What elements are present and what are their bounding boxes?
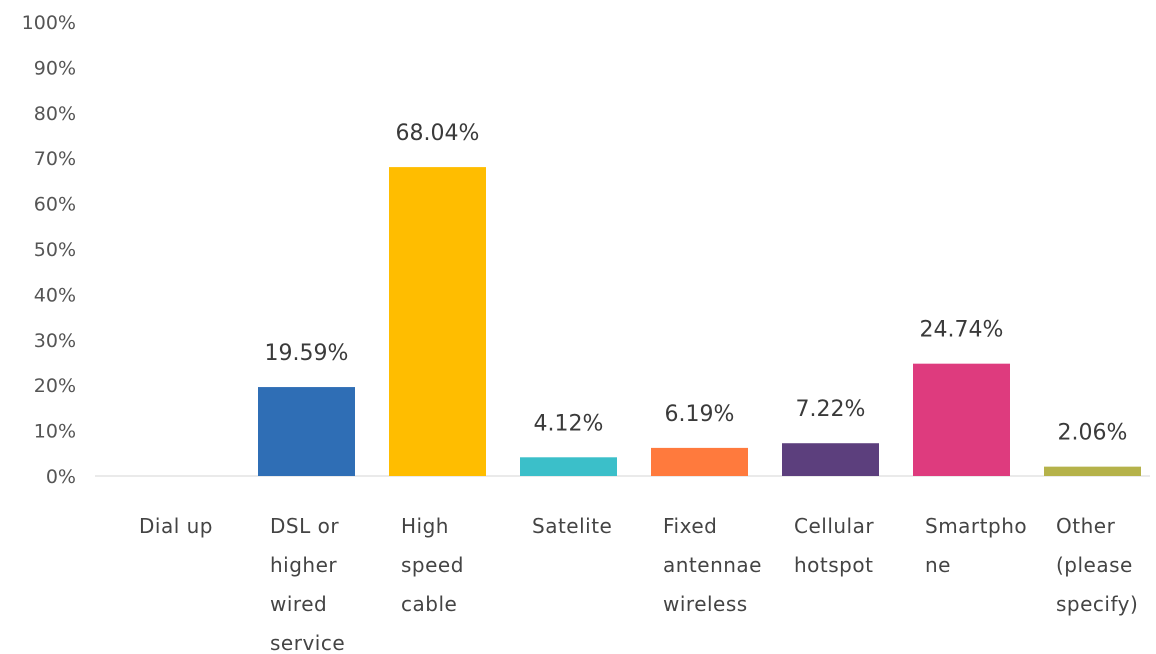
- category-label: Fixed: [663, 514, 717, 538]
- y-tick-label: 90%: [34, 57, 76, 79]
- category-label: wireless: [663, 592, 748, 616]
- category-label: hotspot: [794, 553, 873, 577]
- category-labels: Dial up DSL or higher wired service High speed…: [139, 514, 1138, 654]
- category-label: specify): [1056, 592, 1138, 616]
- data-label: 2.06%: [1058, 421, 1128, 446]
- bar: [520, 457, 617, 476]
- y-tick-label: 80%: [34, 103, 76, 125]
- category-label: Satelite: [532, 514, 612, 538]
- data-label: 24.74%: [920, 318, 1004, 343]
- bar: [651, 447, 748, 476]
- category-label: Other: [1056, 514, 1116, 538]
- y-tick-label: 70%: [34, 148, 76, 170]
- y-tick-label: 0%: [46, 466, 76, 488]
- y-tick-label: 60%: [34, 194, 76, 216]
- category-label: Dial up: [139, 514, 213, 538]
- data-label: 68.04%: [396, 121, 480, 146]
- y-tick-label: 20%: [34, 375, 76, 397]
- category-label: service: [270, 631, 345, 654]
- category-label: (please: [1056, 553, 1133, 577]
- data-labels: 19.59% 68.04% 4.12% 6.19% 7.22% 24.74% 2.06%: [265, 121, 1128, 446]
- bar: [258, 387, 355, 476]
- bar: [782, 443, 879, 476]
- bar: [1044, 466, 1141, 476]
- bars: [258, 167, 1141, 477]
- category-label: antennae: [663, 553, 762, 577]
- data-label: 4.12%: [534, 411, 604, 436]
- y-tick-label: 50%: [34, 239, 76, 261]
- y-tick-label: 40%: [34, 284, 76, 306]
- bar: [913, 363, 1010, 476]
- y-tick-label: 100%: [22, 12, 76, 34]
- data-label: 6.19%: [665, 402, 735, 427]
- bar: [389, 167, 486, 477]
- category-label: cable: [401, 592, 457, 616]
- category-label: wired: [270, 592, 327, 616]
- category-label: higher: [270, 553, 337, 577]
- data-label: 19.59%: [265, 341, 349, 366]
- y-axis-ticks: 0% 10% 20% 30% 40% 50% 60% 70% 80% 90% 100%: [22, 12, 76, 488]
- category-label: High: [401, 514, 449, 538]
- category-label: Cellular: [794, 514, 874, 538]
- category-label: Smartpho: [925, 514, 1027, 538]
- category-label: ne: [925, 553, 951, 577]
- data-label: 7.22%: [796, 397, 866, 422]
- category-label: DSL or: [270, 514, 339, 538]
- y-tick-label: 30%: [34, 330, 76, 352]
- category-label: speed: [401, 553, 464, 577]
- y-tick-label: 10%: [34, 421, 76, 443]
